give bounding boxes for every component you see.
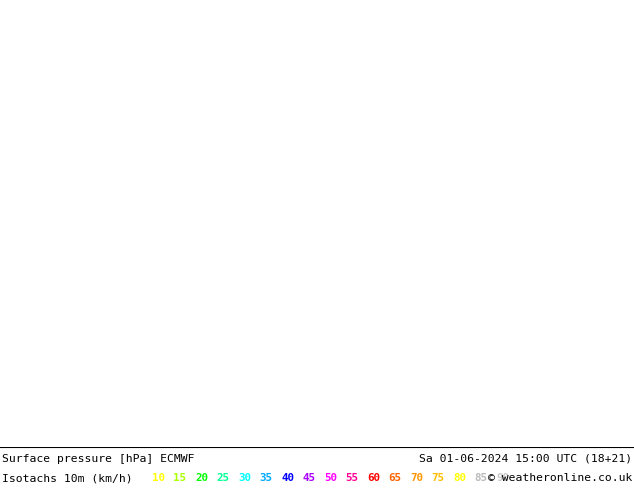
Text: 55: 55 [346, 473, 358, 483]
Text: 65: 65 [389, 473, 401, 483]
Text: 30: 30 [238, 473, 251, 483]
Text: Isotachs 10m (km/h): Isotachs 10m (km/h) [2, 473, 133, 483]
Text: 70: 70 [410, 473, 423, 483]
Text: 50: 50 [324, 473, 337, 483]
Text: 85: 85 [474, 473, 488, 483]
Text: 20: 20 [195, 473, 208, 483]
Text: 75: 75 [432, 473, 444, 483]
Text: 45: 45 [302, 473, 316, 483]
Text: 40: 40 [281, 473, 294, 483]
Text: Sa 01-06-2024 15:00 UTC (18+21): Sa 01-06-2024 15:00 UTC (18+21) [419, 454, 632, 464]
Text: 90: 90 [496, 473, 509, 483]
Text: 10: 10 [152, 473, 165, 483]
Text: Surface pressure [hPa] ECMWF: Surface pressure [hPa] ECMWF [2, 454, 195, 464]
Text: © weatheronline.co.uk: © weatheronline.co.uk [488, 473, 632, 483]
Text: 15: 15 [174, 473, 186, 483]
Text: 60: 60 [367, 473, 380, 483]
Text: 80: 80 [453, 473, 466, 483]
Text: 25: 25 [216, 473, 230, 483]
Text: 35: 35 [259, 473, 273, 483]
